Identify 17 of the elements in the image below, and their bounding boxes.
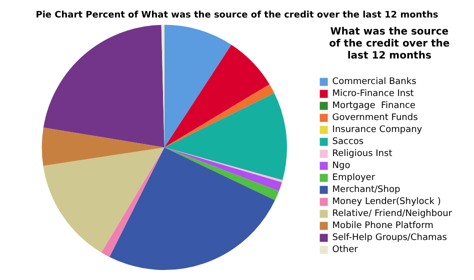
legend-label: Money Lender(Shylock ) [332, 197, 441, 208]
legend-label: Micro-Finance Inst [332, 89, 414, 100]
legend-label: Religious Inst [332, 149, 393, 160]
legend-label: Insurance Company [332, 125, 423, 136]
legend-label: Saccos [332, 137, 364, 148]
legend-label: Commercial Banks [332, 77, 417, 88]
legend-label: Government Funds [332, 113, 418, 124]
legend-label: Mortgage Finance [332, 101, 416, 112]
chart-title: Pie Chart Percent of What was the source of the credit over the last 12 months [36, 10, 438, 21]
legend-label: Ngo [332, 161, 351, 172]
legend-label: Mobile Phone Platform [332, 221, 434, 232]
legend-label: Other [332, 245, 358, 256]
legend-label: Self-Help Groups/Chamas [332, 233, 448, 244]
legend-title: What was the source of the credit over the last 12 months [329, 26, 450, 62]
legend-label: Employer [332, 173, 376, 184]
legend-label: Merchant/Shop [332, 185, 400, 196]
legend-label: Relative/ Friend/Neighbour [332, 209, 452, 220]
